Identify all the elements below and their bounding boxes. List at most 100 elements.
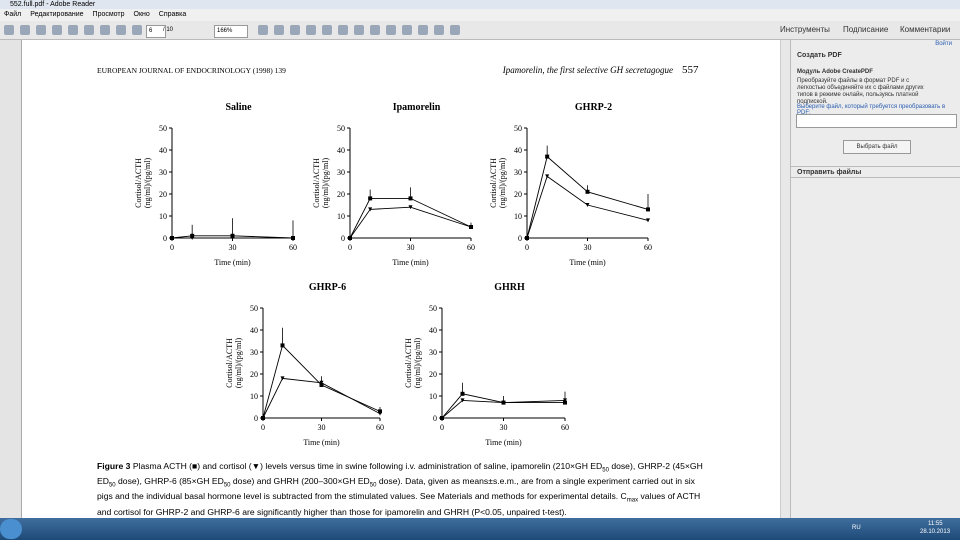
y-tick-label: 10	[514, 212, 522, 221]
y-tick-label: 50	[514, 124, 522, 133]
toolbar-button[interactable]	[402, 25, 412, 35]
clock-time: 11:55	[928, 521, 943, 527]
window-title: 552.full.pdf - Adobe Reader	[10, 1, 96, 8]
y-tick-label: 30	[337, 168, 345, 177]
prompt: Выберите файл, который требуется преобра…	[797, 104, 946, 116]
scrollbar[interactable]	[780, 40, 790, 518]
x-axis-label: Time (min)	[214, 258, 251, 267]
x-tick-label: 60	[561, 423, 569, 432]
y-tick-label: 40	[250, 326, 258, 335]
y-tick-label: 0	[163, 234, 167, 243]
toolbar-button[interactable]	[4, 25, 14, 35]
x-tick-label: 30	[500, 423, 508, 432]
toolbar-button[interactable]	[36, 25, 46, 35]
tab[interactable]: Подписание	[843, 25, 889, 34]
marker-triangle	[440, 416, 444, 420]
zoom-input[interactable]: 166%	[214, 25, 248, 38]
toolbar-button[interactable]	[418, 25, 428, 35]
toolbar-button[interactable]	[290, 25, 300, 35]
start-button[interactable]	[0, 519, 22, 539]
toolbar-button[interactable]	[132, 25, 142, 35]
y-axis-label: (ng/ml)/(pg/ml)	[413, 338, 422, 389]
marker-square	[230, 233, 235, 238]
y-tick-label: 10	[337, 212, 345, 221]
menu-bar: Файл Редактирование Просмотр Окно Справка	[0, 9, 960, 21]
marker-triangle	[280, 376, 285, 381]
x-tick-label: 60	[644, 243, 652, 252]
y-axis-label: (ng/ml)/(pg/ml)	[143, 158, 152, 209]
y-tick-label: 0	[254, 414, 258, 423]
marker-triangle	[261, 416, 265, 420]
toolbar-button[interactable]	[100, 25, 110, 35]
series-line	[349, 206, 472, 239]
marker-square	[646, 207, 650, 212]
toolbar-button[interactable]	[450, 25, 460, 35]
toolbar-button[interactable]	[68, 25, 78, 35]
tab[interactable]: Комментарии	[900, 25, 951, 34]
toolbar-button[interactable]	[52, 25, 62, 35]
file-input[interactable]	[796, 114, 957, 128]
navigation-pane	[0, 40, 22, 518]
x-tick-label: 60	[467, 243, 475, 252]
marker-triangle	[170, 236, 174, 240]
x-tick-label: 0	[170, 243, 174, 252]
tab[interactable]: Инструменты	[780, 25, 830, 34]
marker-triangle	[585, 203, 590, 207]
y-tick-label: 40	[337, 146, 345, 155]
y-tick-label: 50	[337, 124, 345, 133]
toolbar-button[interactable]	[370, 25, 380, 35]
chart-title: Ipamorelin	[393, 102, 441, 113]
toolbar-button[interactable]	[354, 25, 364, 35]
toolbar-button[interactable]	[258, 25, 268, 35]
toolbar-button[interactable]	[306, 25, 316, 35]
y-tick-label: 20	[429, 370, 437, 379]
marker-triangle	[646, 218, 650, 223]
clock-date: 28.10.2013	[920, 529, 951, 535]
marker-triangle	[348, 236, 352, 240]
toolbar-button[interactable]	[322, 25, 332, 35]
chart-title: GHRP-2	[575, 102, 612, 113]
page-input[interactable]: 6	[146, 25, 166, 38]
side-panel: Войти Создать PDF Модуль Adobe CreatePDF…	[790, 40, 960, 518]
y-axis-label: Cortisol/ACTH	[134, 158, 143, 208]
login-link[interactable]: Войти	[935, 41, 952, 47]
marker-square	[545, 154, 550, 159]
choose-button[interactable]: Выбрать файл	[843, 140, 911, 154]
toolbar-button[interactable]	[116, 25, 126, 35]
x-tick-label: 30	[318, 423, 326, 432]
marker-triangle	[501, 400, 506, 405]
caption-text: dose), GHRP-2 (45×GH ED	[97, 461, 703, 487]
toolbar-button[interactable]	[386, 25, 396, 35]
toolbar-button[interactable]	[434, 25, 444, 35]
x-tick-label: 0	[525, 243, 529, 252]
y-tick-label: 30	[250, 348, 258, 357]
language[interactable]: RU	[852, 525, 861, 531]
toolbar-button[interactable]	[84, 25, 94, 35]
section-header[interactable]: Создать PDF	[797, 52, 842, 59]
caption-text: 50	[369, 482, 377, 489]
marker-triangle	[460, 398, 465, 403]
toolbar-button[interactable]	[274, 25, 284, 35]
y-axis-label: (ng/ml)/(pg/ml)	[234, 338, 243, 389]
section-header[interactable]: Отправить файлы	[791, 166, 960, 178]
marker-triangle	[469, 225, 473, 229]
caption-text: dose), GHRP-6 (85×GH ED	[115, 476, 224, 487]
toolbar-button[interactable]	[20, 25, 30, 35]
menu-item[interactable]: Редактирование	[30, 11, 84, 18]
marker-square	[378, 409, 382, 414]
title-bar: 552.full.pdf - Adobe Reader	[0, 0, 960, 9]
toolbar-button[interactable]	[338, 25, 348, 35]
caption-label: Figure 3	[97, 461, 131, 471]
menu-item[interactable]: Просмотр	[92, 11, 125, 18]
running-head: Ipamorelin, the first selective GH secre…	[502, 65, 673, 75]
x-tick-label: 60	[376, 423, 384, 432]
menu-item[interactable]: Файл	[4, 11, 22, 18]
y-tick-label: 20	[159, 190, 167, 199]
menu-item[interactable]: Справка	[158, 11, 187, 18]
figure-caption: Figure 3 Plasma ACTH (■) and cortisol (▼…	[97, 461, 709, 517]
menu-item[interactable]: Окно	[133, 11, 150, 18]
toolbar: 6 / 10 166% Инструменты Подписание Комме…	[0, 21, 960, 40]
marker-triangle	[525, 236, 529, 240]
